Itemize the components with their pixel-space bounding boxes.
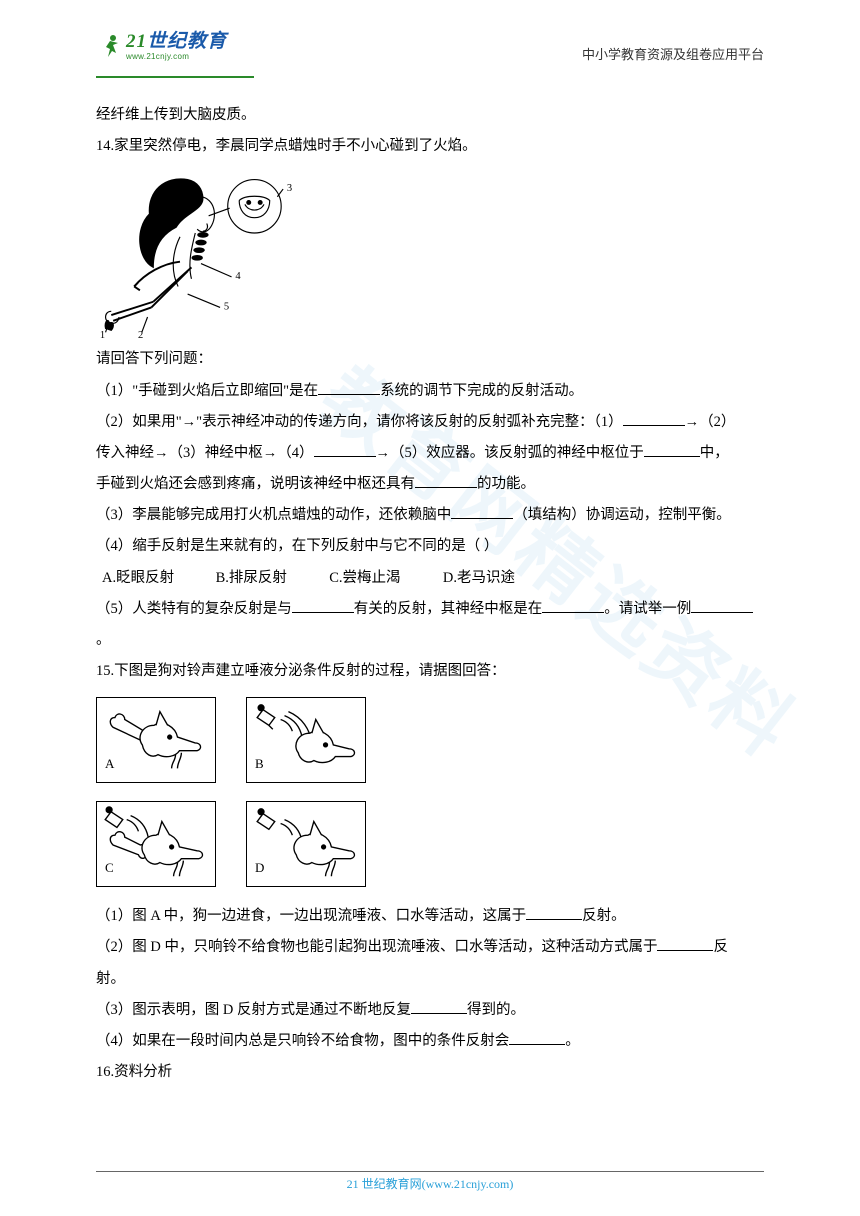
q15-2a: （2）图 D 中，只响铃不给食物也能引起狗出现流唾液、口水等活动，这种活动方式属… (96, 939, 657, 955)
opt-c: C.尝梅止渴 (329, 563, 439, 594)
header-underline (96, 76, 254, 78)
panel-d: D (246, 801, 366, 887)
q14-stem: 14.家里突然停电，李晨同学点蜡烛时手不小心碰到了火焰。 (96, 131, 764, 162)
logo-21: 21 (126, 31, 147, 52)
opt-a: A.眨眼反射 (102, 563, 212, 594)
blank (691, 597, 753, 613)
q14-4-options: A.眨眼反射 B.排尿反射 C.尝梅止渴 D.老马识途 (96, 563, 764, 594)
page-footer: 21 世纪教育网(www.21cnjy.com) (0, 1175, 860, 1192)
q14-5c: 。请试举一例 (604, 601, 691, 617)
opt-b: B.排尿反射 (216, 563, 326, 594)
page-header: 21世纪教育 www.21cnjy.com 中小学教育资源及组卷应用平台 (96, 36, 764, 76)
q14-2d: →（5）效应器。该反射弧的神经中枢位于 (376, 445, 644, 461)
q14-2a: （2）如果用"→"表示神经冲动的传递方向，请你将该反射的反射弧补充完整：（1） (96, 414, 623, 430)
blank (623, 410, 685, 426)
carryover-line: 经纤维上传到大脑皮质。 (96, 100, 764, 131)
logo-cn: 世纪教育 (147, 31, 227, 52)
q15-2b: 反 (713, 939, 728, 955)
q14-5a: （5）人类特有的复杂反射是与 (96, 601, 292, 617)
q14-2-line3: 手碰到火焰还会感到疼痛，说明该神经中枢还具有 的功能。 (96, 469, 764, 500)
blank (415, 473, 477, 489)
svg-text:1: 1 (100, 330, 105, 340)
blank (318, 379, 380, 395)
blank (542, 597, 604, 613)
q15-2-line1: （2）图 D 中，只响铃不给食物也能引起狗出现流唾液、口水等活动，这种活动方式属… (96, 932, 764, 963)
blank (411, 998, 467, 1014)
blank (644, 441, 700, 457)
q15-4: （4）如果在一段时间内总是只响铃不给食物，图中的条件反射会 。 (96, 1026, 764, 1057)
q15-1a: （1）图 A 中，狗一边进食，一边出现流唾液、口水等活动，这属于 (96, 908, 526, 924)
panel-a-label: A (105, 750, 114, 778)
q14-3: （3）李晨能够完成用打火机点蜡烛的动作，还依赖脑中 （填结构）协调运动，控制平衡。 (96, 500, 764, 531)
panel-c: C (96, 801, 216, 887)
q14-2b: →（2） (685, 414, 736, 430)
q15-panels: A (96, 697, 764, 887)
panel-d-label: D (255, 854, 264, 882)
q15-3b: 得到的。 (467, 1002, 525, 1018)
panel-b: B (246, 697, 366, 783)
svg-text:4: 4 (235, 271, 241, 282)
q15-2-line2: 射。 (96, 964, 764, 995)
header-right-text: 中小学教育资源及组卷应用平台 (582, 44, 764, 63)
q14-1a: （1）"手碰到火焰后立即缩回"是在 (96, 383, 318, 399)
q14-2g: 的功能。 (477, 476, 535, 492)
q16: 16.资料分析 (96, 1057, 764, 1088)
opt-d: D.老马识途 (443, 563, 515, 594)
q15-3a: （3）图示表明，图 D 反射方式是通过不断地反复 (96, 1002, 411, 1018)
q14-2e: 中， (700, 445, 729, 461)
q14-2f: 手碰到火焰还会感到疼痛，说明该神经中枢还具有 (96, 476, 415, 492)
blank (526, 905, 582, 921)
q15-4a: （4）如果在一段时间内总是只响铃不给食物，图中的条件反射会 (96, 1033, 509, 1049)
q14-4: （4）缩手反射是生来就有的，在下列反射中与它不同的是（ ） (96, 531, 764, 562)
q15-4b: 。 (565, 1033, 580, 1049)
runner-icon (96, 33, 124, 61)
panel-a: A (96, 697, 216, 783)
blank (451, 504, 513, 520)
q14-5b: 有关的反射，其神经中枢是在 (354, 601, 543, 617)
q14-1b: 系统的调节下完成的反射活动。 (380, 383, 583, 399)
q14-2-line2: 传入神经→（3）神经中枢→（4） →（5）效应器。该反射弧的神经中枢位于 中， (96, 438, 764, 469)
footer-text-1: 21 世纪教育网 (347, 1177, 422, 1191)
svg-text:3: 3 (287, 183, 292, 194)
q14-5d: 。 (96, 632, 111, 648)
q15-1b: 反射。 (582, 908, 626, 924)
q15-stem: 15.下图是狗对铃声建立唾液分泌条件反射的过程，请据图回答： (96, 656, 764, 687)
logo: 21世纪教育 www.21cnjy.com (96, 32, 227, 61)
blank (657, 936, 713, 952)
q15-3: （3）图示表明，图 D 反射方式是通过不断地反复 得到的。 (96, 995, 764, 1026)
q14-5: （5）人类特有的复杂反射是与 有关的反射，其神经中枢是在 。请试举一例。 (96, 594, 764, 656)
panel-c-label: C (105, 854, 114, 882)
q14-3b: （填结构）协调运动，控制平衡。 (513, 507, 731, 523)
q15-1: （1）图 A 中，狗一边进食，一边出现流唾液、口水等活动，这属于 反射。 (96, 901, 764, 932)
document-body: 经纤维上传到大脑皮质。 14.家里突然停电，李晨同学点蜡烛时手不小心碰到了火焰。 (96, 100, 764, 1088)
panel-b-label: B (255, 750, 264, 778)
footer-text-2: (www.21cnjy.com) (422, 1177, 514, 1191)
q14-prompt: 请回答下列问题： (96, 344, 764, 375)
blank (314, 441, 376, 457)
q14-1: （1）"手碰到火焰后立即缩回"是在 系统的调节下完成的反射活动。 (96, 376, 764, 407)
q14-3a: （3）李晨能够完成用打火机点蜡烛的动作，还依赖脑中 (96, 507, 451, 523)
svg-text:5: 5 (224, 302, 229, 313)
q14-2c: 传入神经→（3）神经中枢→（4） (96, 445, 314, 461)
logo-url: www.21cnjy.com (126, 53, 227, 61)
logo-text-cn: 21世纪教育 (126, 32, 227, 51)
blank (292, 597, 354, 613)
q14-figure: 3 (96, 168, 764, 340)
blank (509, 1029, 565, 1045)
footer-rule (96, 1171, 764, 1172)
q14-2-line1: （2）如果用"→"表示神经冲动的传递方向，请你将该反射的反射弧补充完整：（1） →… (96, 407, 764, 438)
